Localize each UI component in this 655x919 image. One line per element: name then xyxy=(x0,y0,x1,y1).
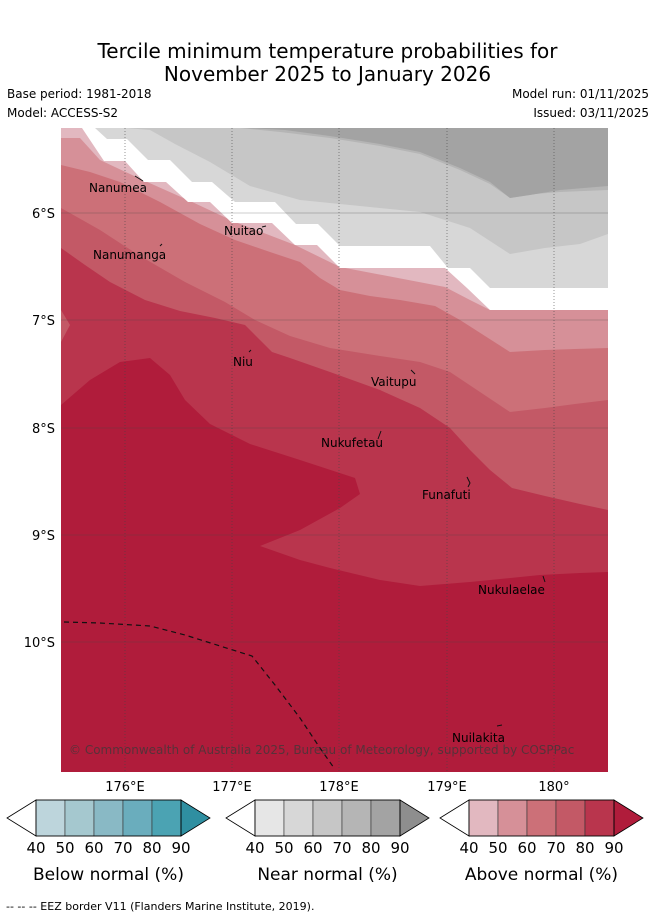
place-nanumanga: Nanumanga xyxy=(93,248,166,262)
base-period: Base period: 1981-2018 xyxy=(7,87,152,101)
lon-tick-179e: 179°E xyxy=(427,780,467,795)
colorbar-near-tick: 50 xyxy=(274,839,293,857)
colorbar-above-tick: 50 xyxy=(488,839,507,857)
meridians xyxy=(124,128,555,772)
lon-tick-176e: 176°E xyxy=(105,780,145,795)
place-nuilakita: Nuilakita xyxy=(452,731,505,745)
place-niu: Niu xyxy=(233,355,253,369)
colorbar-near-tick: 80 xyxy=(361,839,380,857)
colorbar-above-over xyxy=(613,799,644,837)
map-title-line1: Tercile minimum temperature probabilitie… xyxy=(97,39,558,63)
copyright-notice: © Commonwealth of Australia 2025, Bureau… xyxy=(69,743,574,757)
colorbar-above-tick: 70 xyxy=(546,839,565,857)
map-title: Tercile minimum temperature probabilitie… xyxy=(0,40,655,86)
colorbar-below-tick: 60 xyxy=(84,839,103,857)
colorbar-below-segment xyxy=(151,799,182,837)
colorbar-below-frame xyxy=(35,799,182,837)
colorbar-below-under xyxy=(6,799,37,837)
colorbar-above-label: Above normal (%) xyxy=(465,865,618,885)
colorbar-below-tick: 70 xyxy=(113,839,132,857)
place-nukufetau: Nukufetau xyxy=(321,436,383,450)
colorbar-near-under xyxy=(225,799,256,837)
place-funafuti: Funafuti xyxy=(422,488,471,502)
colorbar-above-tick: 40 xyxy=(459,839,478,857)
place-nukulaelae: Nukulaelae xyxy=(478,583,545,597)
zone-above-80-edge xyxy=(61,310,70,342)
model-name: Model: ACCESS-S2 xyxy=(7,106,119,120)
colorbar-above-under xyxy=(439,799,470,837)
place-nuitao: Nuitao xyxy=(224,224,263,238)
colorbar-above-segment xyxy=(468,799,499,837)
colorbar-below-segment xyxy=(93,799,124,837)
lat-tick-10s: 10°S xyxy=(24,636,55,651)
colorbar-below-tick: 50 xyxy=(55,839,74,857)
colorbar-near-tick: 90 xyxy=(390,839,409,857)
colorbar-near-segment xyxy=(283,799,314,837)
island-outlines xyxy=(134,175,546,727)
colorbar-near-frame xyxy=(254,799,401,837)
colorbar-above-tick: 90 xyxy=(604,839,623,857)
colorbar-above-tick: 60 xyxy=(517,839,536,857)
colorbar-near-segment xyxy=(312,799,343,837)
eez-border xyxy=(63,621,335,769)
colorbar-below-label: Below normal (%) xyxy=(33,865,184,885)
colorbar-above-segment xyxy=(497,799,528,837)
zone-near-80 xyxy=(246,128,608,198)
map-title-line2: November 2025 to January 2026 xyxy=(163,62,492,86)
colorbar-near-tick: 40 xyxy=(245,839,264,857)
colorbar-below-segment xyxy=(64,799,95,837)
lat-tick-9s: 9°S xyxy=(32,529,55,544)
colorbar-below-tick: 80 xyxy=(142,839,161,857)
lat-tick-7s: 7°S xyxy=(32,314,55,329)
colorbar-below-over xyxy=(180,799,211,837)
place-vaitupu: Vaitupu xyxy=(371,375,417,389)
colorbar-below-segment xyxy=(122,799,153,837)
colorbar-above-segment xyxy=(555,799,586,837)
colorbar-legends: 40 50 60 70 80 90 Below normal (%) 40 50 60 70 80 90… xyxy=(6,799,644,885)
colorbar-near-segment xyxy=(254,799,285,837)
place-nanumea: Nanumea xyxy=(89,181,147,195)
colorbar-near-segment xyxy=(341,799,372,837)
colorbar-below-segment xyxy=(35,799,66,837)
issued-date: Issued: 03/11/2025 xyxy=(533,106,649,120)
colorbar-near-tick: 60 xyxy=(303,839,322,857)
lon-tick-180: 180° xyxy=(538,780,569,795)
colorbar-below-tick: 40 xyxy=(26,839,45,857)
eez-footnote: -- -- -- EEZ border V11 (Flanders Marine… xyxy=(6,900,315,913)
lat-tick-6s: 6°S xyxy=(32,207,55,222)
colorbar-near-segment xyxy=(370,799,401,837)
colorbar-above-frame xyxy=(468,799,615,837)
gridlines xyxy=(61,212,608,643)
colorbar-near-tick: 70 xyxy=(332,839,351,857)
colorbar-above-tick: 80 xyxy=(575,839,594,857)
lon-tick-177e: 177°E xyxy=(212,780,252,795)
colorbar-above-segment xyxy=(526,799,557,837)
colorbar-above-segment xyxy=(584,799,615,837)
colorbar-near-over xyxy=(399,799,430,837)
colorbar-below-tick: 90 xyxy=(171,839,190,857)
lon-tick-178e: 178°E xyxy=(319,780,359,795)
colorbar-near-label: Near normal (%) xyxy=(257,865,397,885)
lat-tick-8s: 8°S xyxy=(32,422,55,437)
probability-map xyxy=(61,128,608,772)
model-run: Model run: 01/11/2025 xyxy=(511,87,649,101)
